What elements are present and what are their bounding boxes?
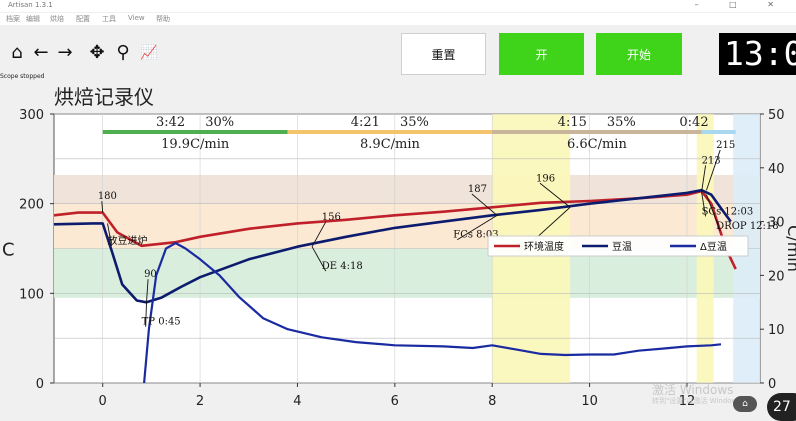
window-title: Artisan 1.3.1 [8, 1, 53, 9]
phase-bar-1 [287, 130, 493, 134]
y2tick-3: 30 [768, 216, 785, 231]
menu-item-2[interactable]: 烘焙 [50, 15, 64, 23]
annotation-leader-7 [457, 214, 498, 241]
ytick-3: 300 [19, 108, 44, 123]
phase-pct-1: 35% [400, 115, 429, 130]
legend-label-0: 环境温度 [524, 240, 564, 253]
annotation-leader-12 [701, 191, 707, 217]
phase-ror-1: 8.9C/min [360, 137, 420, 152]
menu-item-1[interactable]: 编辑 [26, 15, 40, 23]
annotation-2: 90 [144, 269, 157, 280]
y2-axis-label: C/min [784, 225, 796, 272]
roast-chart[interactable]: 3:42 30% 19.9C/min 4:21 35% 8.9C/min 4:15 35% 6.… [0, 80, 796, 421]
xtick-1: 2 [196, 394, 204, 409]
zoom-icon[interactable]: ⚲ [116, 42, 130, 63]
annotation-leader-3 [145, 302, 147, 327]
legend-label-1: 豆温 [612, 241, 632, 253]
taskbar-tray-icon[interactable]: ⌂ [733, 396, 757, 412]
phase-pct-0: 30% [205, 115, 234, 130]
on-button[interactable]: 开 [499, 33, 584, 75]
menu-item-4[interactable]: 工具 [102, 15, 116, 23]
menu-item-5[interactable]: View [128, 14, 145, 22]
phase-time-0: 3:42 [156, 115, 185, 130]
ytick-2: 200 [19, 198, 44, 213]
chart-icon[interactable]: 📈 [140, 45, 158, 61]
window-titlebar: Artisan 1.3.1 – □ ✕ [0, 0, 796, 12]
phase-bar-0 [102, 130, 288, 134]
menu-item-6[interactable]: 帮助 [156, 15, 170, 23]
start-button[interactable]: 开始 [596, 33, 682, 75]
ytick-1: 100 [19, 287, 44, 302]
reset-button[interactable]: 重置 [401, 33, 486, 75]
phase-time-1: 4:21 [351, 115, 380, 130]
y2tick-0: 0 [768, 377, 776, 392]
scope-status: Scope stopped [0, 73, 45, 80]
annotation-leader-13 [706, 194, 721, 231]
xtick-5: 10 [581, 394, 598, 409]
timer-display: 13:07 [719, 33, 796, 75]
home-icon[interactable]: ⌂ [11, 42, 23, 63]
band-upper [54, 174, 760, 204]
windows-activation-hint: 转到"设置"以激活 Windows。 [652, 397, 748, 405]
ytick-0: 0 [36, 377, 44, 392]
annotation-10: 213 [702, 155, 721, 166]
legend-label-2: Δ豆温 [700, 241, 727, 253]
annotation-13: DROP 12:18 [716, 221, 778, 232]
annotation-6: 187 [468, 184, 487, 195]
annotation-leader-1 [107, 223, 113, 247]
annotation-0: 180 [98, 191, 117, 202]
annotation-12: SCs 12:03 [702, 206, 754, 217]
phase-time-3: 0:42 [679, 115, 708, 130]
y2tick-4: 40 [768, 162, 785, 177]
annotation-leader-5 [311, 246, 327, 272]
y-axis-label: C [2, 240, 15, 261]
roast-chart-svg: 3:42 30% 19.9C/min 4:21 35% 8.9C/min 4:15 35% 6.… [2, 85, 796, 409]
phase-bar-2 [492, 130, 702, 134]
annotation-4: 156 [322, 212, 341, 223]
xtick-3: 6 [391, 394, 399, 409]
y2tick-2: 20 [768, 269, 785, 284]
annotation-leader-0 [101, 201, 104, 213]
xtick-0: 0 [99, 394, 107, 409]
series-line-2 [143, 242, 722, 384]
series-line-1 [53, 188, 732, 304]
annotation-8: 196 [536, 173, 555, 184]
annotation-leader-11 [706, 149, 721, 191]
menu-bar: 档案 编辑 烘焙 配置 工具 View 帮助 [0, 13, 796, 25]
annotation-1: 放豆进炉 [108, 234, 148, 247]
band-lower [54, 248, 760, 298]
annotation-3: TP 0:45 [142, 317, 181, 328]
window-controls[interactable]: – □ ✕ [694, 0, 788, 9]
menu-item-0[interactable]: 档案 [6, 15, 20, 23]
phase-ror-2: 6.6C/min [567, 137, 627, 152]
annotation-leader-10 [701, 165, 707, 193]
y2tick-1: 10 [768, 323, 785, 338]
menu-item-3[interactable]: 配置 [76, 15, 90, 23]
phase-time-2: 4:15 [558, 115, 587, 130]
forward-arrow-icon[interactable]: → [57, 42, 73, 63]
annotation-leader-8 [539, 182, 571, 208]
chart-title: 烘焙记录仪 [54, 85, 154, 109]
clock-badge[interactable]: 27 [767, 393, 796, 421]
annotation-11: 215 [716, 140, 735, 151]
annotation-7: FCs 8:03 [453, 230, 498, 241]
y2tick-5: 50 [768, 108, 785, 123]
pan-move-icon[interactable]: ✥ [89, 42, 105, 63]
windows-activation-watermark: 激活 Windows [652, 383, 734, 397]
legend-box [487, 235, 749, 257]
phase-bar-3 [701, 130, 736, 134]
xtick-6: 12 [679, 394, 696, 409]
annotation-leader-2 [146, 279, 149, 303]
annotation-leader-4 [311, 221, 327, 247]
phase-pct-2: 35% [607, 115, 636, 130]
xtick-2: 4 [293, 394, 301, 409]
back-arrow-icon[interactable]: ← [33, 42, 49, 63]
annotation-5: DE 4:18 [322, 261, 363, 272]
annotation-leader-6 [471, 193, 498, 216]
xtick-4: 8 [488, 394, 496, 409]
phase-ror-0: 19.9C/min [161, 137, 230, 152]
